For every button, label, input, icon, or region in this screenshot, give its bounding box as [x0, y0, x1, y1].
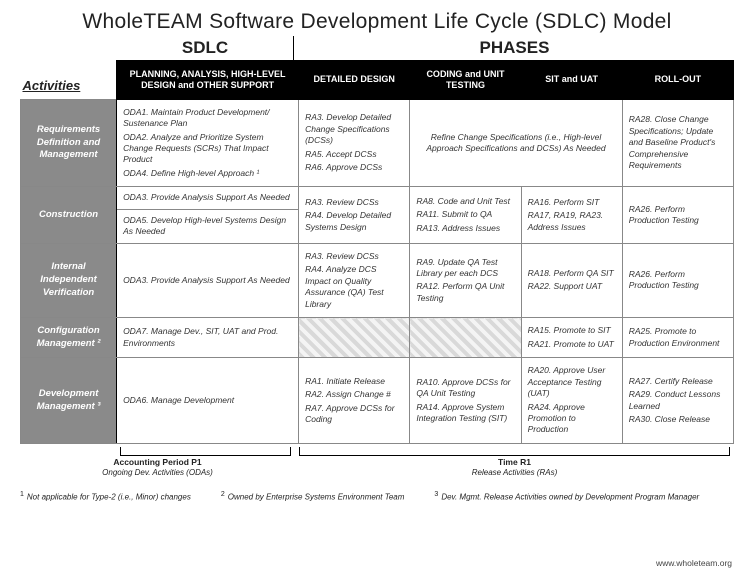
ra12: RA12. Perform QA Unit Testing — [416, 281, 514, 304]
ra29: RA29. Conduct Lessons Learned — [629, 389, 727, 412]
bracket-p1-cap: Accounting Period P1 — [20, 457, 295, 467]
bracket-r1-cap: Time R1 — [295, 457, 734, 467]
config-sit: RA15. Promote to SIT RA21. Promote to UA… — [521, 318, 622, 358]
ra30: RA30. Close Release — [629, 414, 727, 425]
time-brackets: Accounting Period P1 Ongoing Dev. Activi… — [20, 447, 734, 477]
ra20: RA20. Approve User Acceptance Testing (U… — [528, 365, 616, 399]
ra5: RA5. Accept DCSs — [305, 149, 403, 160]
config-code-hatched — [410, 318, 521, 358]
col-sit: SIT and UAT — [521, 61, 622, 100]
ra2: RA2. Assign Change # — [305, 389, 403, 400]
constr-plan-b: ODA5. Develop High-level Systems Design … — [117, 209, 299, 243]
ra3b: RA3. Review DCSs — [305, 197, 403, 208]
row-reqdef: Requirements Definition and Management — [21, 99, 117, 187]
iiv-dd: RA3. Review DCSs RA4. Analyze DCS Impact… — [299, 243, 410, 317]
devmgmt-roll: RA27. Certify Release RA29. Conduct Less… — [622, 358, 733, 444]
col-planning: PLANNING, ANALYSIS, HIGH-LEVEL DESIGN an… — [117, 61, 299, 100]
row-construction: Construction — [21, 187, 117, 243]
ra18: RA18. Perform QA SIT — [528, 268, 616, 279]
iiv-roll: RA26. Perform Production Testing — [622, 243, 733, 317]
ra9: RA9. Update QA Test Library per each DCS — [416, 257, 514, 280]
row-iiv: Internal Independent Verification — [21, 243, 117, 317]
row-devmgmt: Development Management ³ — [21, 358, 117, 444]
site-url: www.wholeteam.org — [656, 558, 732, 568]
ra3: RA3. Develop Detailed Change Specificati… — [305, 112, 403, 146]
label-phases: PHASES — [295, 38, 734, 58]
ra1: RA1. Initiate Release — [305, 376, 403, 387]
ra171923: RA17, RA19, RA23. Address Issues — [528, 210, 616, 233]
ra24: RA24. Approve Promotion to Production — [528, 402, 616, 436]
bracket-p1-sub: Ongoing Dev. Activities (ODAs) — [102, 468, 213, 477]
iiv-plan: ODA3. Provide Analysis Support As Needed — [117, 243, 299, 317]
bracket-p1: Accounting Period P1 Ongoing Dev. Activi… — [20, 447, 295, 477]
constr-roll: RA26. Perform Production Testing — [622, 187, 733, 243]
footnotes: 1Not applicable for Type-2 (i.e., Minor)… — [20, 491, 734, 502]
bracket-r1: Time R1 Release Activities (RAs) — [295, 447, 734, 477]
reqdef-oda2: ODA2. Analyze and Prioritize System Chan… — [123, 132, 292, 166]
ra27: RA27. Certify Release — [629, 376, 727, 387]
devmgmt-sit: RA20. Approve User Acceptance Testing (U… — [521, 358, 622, 444]
footnote-1: 1Not applicable for Type-2 (i.e., Minor)… — [20, 491, 191, 502]
row-config: Configuration Management ² — [21, 318, 117, 358]
col-detailed: DETAILED DESIGN — [299, 61, 410, 100]
ra16: RA16. Perform SIT — [528, 197, 616, 208]
ra6: RA6. Approve DCSs — [305, 162, 403, 173]
reqdef-dd: RA3. Develop Detailed Change Specificati… — [299, 99, 410, 187]
activities-label: Activities — [23, 78, 81, 93]
iiv-sit: RA18. Perform QA SIT RA22. Support UAT — [521, 243, 622, 317]
constr-dd: RA3. Review DCSs RA4. Develop Detailed S… — [299, 187, 410, 243]
footnote-3: 3Dev. Mgmt. Release Activities owned by … — [434, 491, 699, 502]
col-coding: CODING and UNIT TESTING — [410, 61, 521, 100]
iiv-code: RA9. Update QA Test Library per each DCS… — [410, 243, 521, 317]
ra21: RA21. Promote to UAT — [528, 339, 616, 350]
devmgmt-plan: ODA6. Manage Development — [117, 358, 299, 444]
ra4: RA4. Develop Detailed Systems Design — [305, 210, 403, 233]
bracket-r1-sub: Release Activities (RAs) — [472, 468, 558, 477]
config-roll: RA25. Promote to Production Environment — [622, 318, 733, 358]
reqdef-oda4: ODA4. Define High-level Approach ¹ — [123, 168, 292, 179]
ra4b: RA4. Analyze DCS Impact on Quality Assur… — [305, 264, 403, 310]
reqdef-roll: RA28. Close Change Specifications; Updat… — [622, 99, 733, 187]
ra10: RA10. Approve DCSs for QA Unit Testing — [416, 377, 514, 400]
constr-sit: RA16. Perform SIT RA17, RA19, RA23. Addr… — [521, 187, 622, 243]
ra11: RA11. Submit to QA — [416, 209, 514, 220]
config-plan: ODA7. Manage Dev., SIT, UAT and Prod. En… — [117, 318, 299, 358]
label-sdlc: SDLC — [20, 38, 295, 58]
reqdef-plan: ODA1. Maintain Product Development/ Sust… — [117, 99, 299, 187]
config-dd-hatched — [299, 318, 410, 358]
reqdef-refine: Refine Change Specifications (i.e., High… — [410, 99, 622, 187]
devmgmt-dd: RA1. Initiate Release RA2. Assign Change… — [299, 358, 410, 444]
ra7: RA7. Approve DCSs for Coding — [305, 403, 403, 426]
col-rollout: ROLL-OUT — [622, 61, 733, 100]
ra14: RA14. Approve System Integration Testing… — [416, 402, 514, 425]
devmgmt-code: RA10. Approve DCSs for QA Unit Testing R… — [410, 358, 521, 444]
sdlc-matrix: Activities PLANNING, ANALYSIS, HIGH-LEVE… — [20, 60, 734, 444]
ra8: RA8. Code and Unit Test — [416, 196, 514, 207]
page-title: WholeTEAM Software Development Life Cycl… — [20, 10, 734, 34]
footnote-2: 2Owned by Enterprise Systems Environment… — [221, 491, 405, 502]
ra15: RA15. Promote to SIT — [528, 325, 616, 336]
constr-plan-a: ODA3. Provide Analysis Support As Needed — [117, 187, 299, 209]
top-labels: SDLC PHASES — [20, 38, 734, 58]
ra13: RA13. Address Issues — [416, 223, 514, 234]
constr-code: RA8. Code and Unit Test RA11. Submit to … — [410, 187, 521, 243]
corner-cell: Activities — [21, 61, 117, 100]
ra3c: RA3. Review DCSs — [305, 251, 403, 262]
reqdef-oda1: ODA1. Maintain Product Development/ Sust… — [123, 107, 292, 130]
ra22: RA22. Support UAT — [528, 281, 616, 292]
